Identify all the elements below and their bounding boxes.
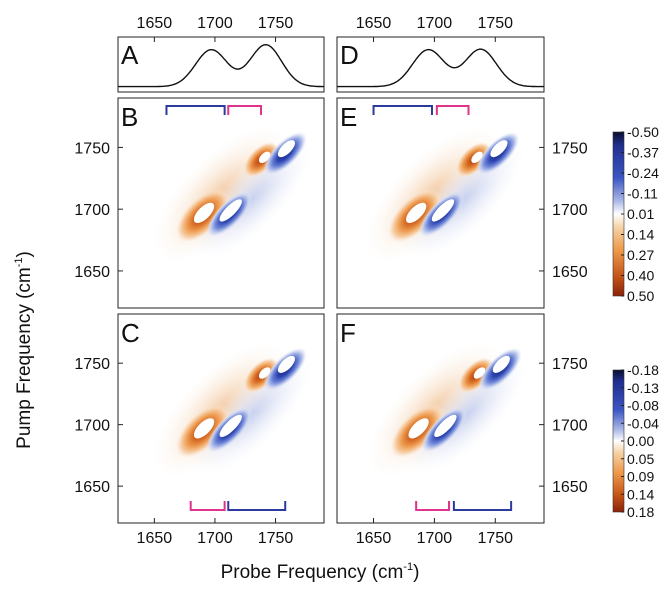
- core-neg-high-B: [277, 140, 295, 158]
- colorbar-label-F-6: 0.09: [627, 469, 654, 485]
- y-axis-title-close: ): [14, 251, 35, 257]
- heatmap-B: [153, 126, 312, 263]
- y-tick-label-F-0: 1650: [552, 479, 588, 496]
- colorbar-label-F-1: -0.13: [627, 380, 659, 396]
- x-tick-label-D-0: 1650: [356, 15, 392, 32]
- colorbar-label-F-4: 0.00: [627, 433, 654, 449]
- y-tick-label-B-1: 1700: [74, 202, 110, 219]
- colorbar-label-F-8: 0.18: [627, 504, 654, 520]
- x-axis-title-main: Probe Frequency (cm: [221, 562, 404, 583]
- panel-label-E: E: [340, 102, 357, 132]
- core-neg-high-F: [492, 355, 510, 373]
- top-bracket-E-0: [372, 105, 433, 115]
- core-neg-high-C: [277, 355, 295, 373]
- x-tick-label-F-2: 1750: [477, 530, 513, 547]
- bottom-bracket-F-0: [415, 501, 451, 511]
- y-tick-label-C-1: 1700: [74, 418, 110, 435]
- panel-E-frame: [336, 97, 545, 309]
- core-pos-high-E: [471, 151, 483, 163]
- core-neg-high-E: [490, 140, 508, 158]
- top-bracket-E-1: [435, 105, 470, 115]
- colorbar-label-F-5: 0.05: [627, 451, 654, 467]
- colorbar-label-B-1: -0.37: [627, 145, 659, 161]
- x-tick-label-A-2: 1750: [258, 15, 294, 32]
- top-bracket-B-0: [165, 105, 226, 115]
- x-axis-title-close: ): [413, 562, 419, 583]
- colorbar-label-B-2: -0.24: [627, 165, 659, 181]
- panel-A-frame: [117, 36, 325, 93]
- core-neg-low-B: [219, 199, 242, 222]
- panel-label-D: D: [340, 40, 359, 70]
- core-pos-high-C: [258, 367, 271, 379]
- bottom-bracket-F-1: [452, 501, 513, 511]
- panel-label-A: A: [121, 40, 139, 70]
- y-tick-label-B-0: 1650: [74, 264, 110, 281]
- y-tick-label-F-1: 1700: [552, 418, 588, 435]
- x-tick-label-A-0: 1650: [137, 15, 173, 32]
- panel-F-frame: [336, 313, 545, 524]
- x-tick-label-C-0: 1650: [137, 530, 173, 547]
- colorbar-label-B-8: 0.50: [627, 288, 654, 304]
- colorbar-label-F-3: -0.04: [627, 415, 659, 431]
- x-tick-label-A-1: 1700: [197, 15, 233, 32]
- y-tick-label-B-2: 1750: [74, 140, 110, 157]
- y-tick-label-E-1: 1700: [552, 202, 588, 219]
- core-pos-low-C: [193, 418, 215, 439]
- y-tick-label-F-2: 1750: [552, 356, 588, 373]
- y-tick-label-E-2: 1750: [552, 140, 588, 157]
- spectrum-D-line: [337, 48, 544, 88]
- colorbar-label-B-5: 0.14: [627, 227, 654, 243]
- colorbar-label-F-2: -0.08: [627, 398, 659, 414]
- y-tick-label-E-0: 1650: [552, 264, 588, 281]
- y-tick-label-C-2: 1750: [74, 356, 110, 373]
- panel-D-frame: [336, 36, 545, 93]
- y-axis-title: Pump Frequency (cm-1): [13, 251, 35, 449]
- y-axis-title-sup: -1: [13, 257, 25, 267]
- colorbar-label-B-4: 0.01: [627, 206, 654, 222]
- core-pos-low-F: [408, 418, 429, 439]
- colorbar-label-B-0: -0.50: [627, 124, 659, 140]
- colorbar-label-B-3: -0.11: [627, 186, 658, 202]
- panel-label-F: F: [340, 318, 356, 348]
- core-pos-low-E: [406, 202, 427, 224]
- bottom-bracket-C-1: [227, 501, 287, 511]
- core-neg-low-E: [431, 199, 455, 222]
- y-tick-label-C-0: 1650: [74, 479, 110, 496]
- x-tick-label-D-1: 1700: [417, 15, 453, 32]
- panel-label-C: C: [121, 318, 140, 348]
- panel-C-frame: [117, 313, 325, 524]
- x-tick-label-F-0: 1650: [356, 530, 392, 547]
- x-tick-label-D-2: 1750: [477, 15, 513, 32]
- heatmap-E: [365, 126, 525, 263]
- y-axis-title-main: Pump Frequency (cm: [14, 267, 35, 449]
- core-pos-high-F: [473, 367, 486, 379]
- x-axis-title: Probe Frequency (cm-1): [221, 561, 420, 583]
- x-tick-label-C-2: 1750: [258, 530, 294, 547]
- spectrum-A-line: [118, 43, 324, 88]
- x-axis-title-sup: -1: [403, 561, 413, 573]
- core-neg-low-F: [434, 414, 457, 438]
- panel-label-B: B: [121, 102, 138, 132]
- bottom-bracket-C-0: [189, 501, 226, 511]
- core-neg-low-C: [219, 414, 242, 438]
- panel-B-frame: [117, 97, 325, 309]
- heatmap-F: [367, 342, 527, 478]
- core-pos-high-B: [258, 151, 271, 163]
- heatmap-C: [153, 342, 312, 478]
- core-pos-low-B: [193, 202, 215, 224]
- top-bracket-B-1: [227, 105, 262, 115]
- colorbar-label-F-0: -0.18: [627, 362, 659, 378]
- colorbar-label-B-6: 0.27: [627, 247, 654, 263]
- x-tick-label-C-1: 1700: [197, 530, 233, 547]
- colorbar-label-F-7: 0.14: [627, 486, 654, 502]
- x-tick-label-F-1: 1700: [417, 530, 453, 547]
- colorbar-label-B-7: 0.40: [627, 268, 654, 284]
